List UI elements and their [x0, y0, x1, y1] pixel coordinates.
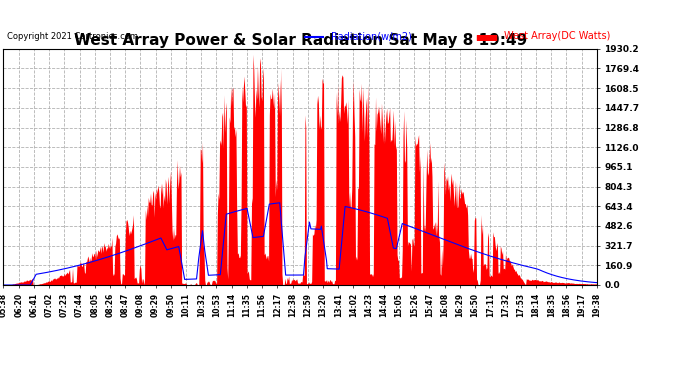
Text: Radiation(w/m2): Radiation(w/m2) [331, 32, 412, 41]
Title: West Array Power & Solar Radiation Sat May 8 19:49: West Array Power & Solar Radiation Sat M… [74, 33, 526, 48]
Text: Copyright 2021 Cartronics.com: Copyright 2021 Cartronics.com [7, 32, 138, 41]
Text: West Array(DC Watts): West Array(DC Watts) [504, 32, 610, 41]
